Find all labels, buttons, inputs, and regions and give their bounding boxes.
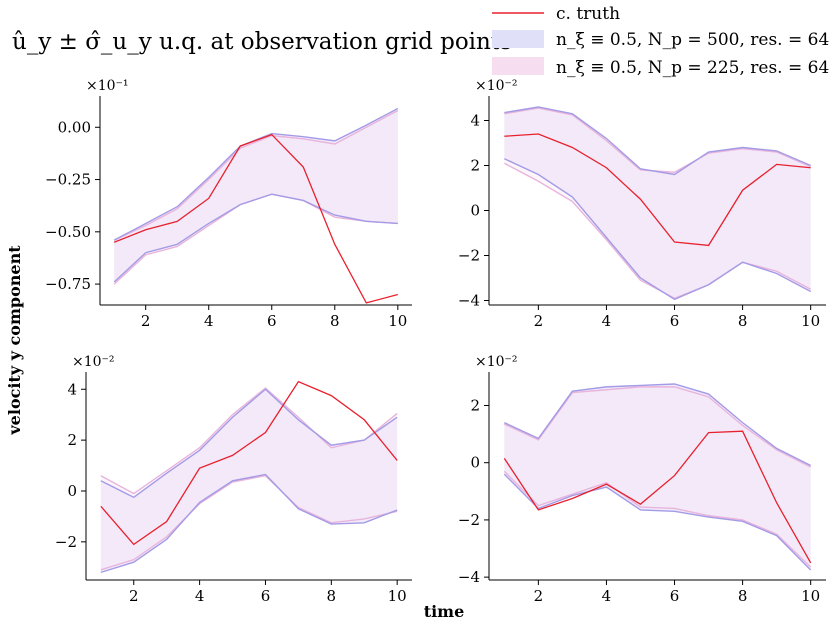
x-tick-label: 4: [204, 312, 214, 330]
x-tick-label: 10: [801, 312, 820, 330]
y-tick-label: 2: [470, 157, 480, 175]
band-np225: [100, 387, 398, 570]
x-tick-label: 4: [602, 587, 612, 605]
x-tick-label: 6: [670, 312, 680, 330]
line-np500-lower: [504, 158, 812, 301]
legend-label-truth: c. truth: [556, 4, 620, 24]
x-tick-label: 10: [801, 587, 820, 605]
x-tick-label: 10: [388, 587, 407, 605]
x-tick-label: 8: [327, 587, 337, 605]
y-tick-label: −2: [55, 533, 77, 551]
band-np500: [504, 384, 811, 570]
x-tick-label: 2: [129, 587, 139, 605]
y-tick-label: −2: [458, 511, 480, 529]
x-tick-label: 6: [261, 587, 271, 605]
line-np500-upper: [504, 106, 811, 176]
y-tick-label: 0: [67, 482, 77, 500]
line-np225-lower: [503, 470, 812, 568]
panel-top-right: 4 2 0 −2 −4 2 4 6 8 10 ×10⁻²: [458, 78, 826, 330]
panel-top-left: 0.00 −0.25 −0.50 −0.75 2 4 6 8 10 ×10⁻¹: [45, 78, 412, 330]
x-tick-label: 8: [738, 587, 748, 605]
x-tick-label: 8: [738, 312, 748, 330]
axis-scale-label: ×10⁻²: [475, 354, 518, 370]
line-np500-upper: [100, 388, 398, 499]
x-tick-label: 8: [330, 312, 340, 330]
panel-bottom-right: 2 0 −2 −4 2 4 6 8 10 ×10⁻²: [458, 354, 826, 605]
line-np500-lower: [100, 473, 398, 574]
band-np500: [100, 389, 398, 573]
line-truth: [504, 133, 811, 247]
line-truth: [113, 133, 398, 304]
line-np225-upper: [113, 109, 399, 241]
y-tick-label: −2: [458, 247, 480, 265]
axis-scale-label: ×10⁻²: [72, 354, 115, 370]
line-np225-lower: [100, 474, 398, 571]
x-tick-label: 2: [534, 587, 544, 605]
legend-label-np500: n_ξ ≡ 0.5, N_p = 500, res. = 64: [556, 30, 829, 50]
band-np500: [504, 107, 811, 300]
line-np500-lower: [113, 193, 398, 283]
legend-label-np225: n_ξ ≡ 0.5, N_p = 225, res. = 64: [556, 58, 829, 78]
band-np225: [114, 110, 398, 285]
legend: c. truth n_ξ ≡ 0.5, N_p = 500, res. = 64…: [492, 4, 829, 78]
y-axis-label: velocity y component: [5, 245, 24, 436]
line-truth: [503, 430, 812, 564]
x-axis-label: time: [424, 602, 465, 621]
axis-scale-label: ×10⁻²: [475, 78, 518, 94]
x-tick-label: 4: [195, 587, 205, 605]
line-np500-upper: [504, 383, 811, 467]
y-tick-label: −4: [458, 292, 480, 310]
line-np225-upper: [100, 387, 398, 495]
y-tick-label: 4: [470, 112, 480, 130]
y-tick-label: −0.75: [45, 275, 91, 293]
x-tick-label: 2: [534, 312, 544, 330]
x-tick-label: 4: [602, 312, 612, 330]
legend-np225-swatch: [492, 57, 544, 75]
y-tick-label: 2: [470, 396, 480, 414]
y-tick-label: −0.50: [45, 223, 91, 241]
y-tick-label: 0: [470, 454, 480, 472]
line-np500-lower: [503, 473, 812, 571]
y-tick-label: 4: [67, 380, 77, 398]
y-tick-label: 0: [470, 202, 480, 220]
x-tick-label: 10: [388, 312, 407, 330]
x-tick-label: 6: [670, 587, 680, 605]
band-np225: [504, 108, 811, 299]
y-tick-label: 2: [67, 431, 77, 449]
x-tick-label: 6: [267, 312, 277, 330]
y-tick-label: −4: [458, 568, 480, 586]
panel-bottom-left: 4 2 0 −2 2 4 6 8 10 ×10⁻²: [55, 354, 412, 605]
legend-np500-swatch: [492, 30, 544, 48]
line-np225-upper: [504, 386, 811, 468]
y-tick-label: 0.00: [58, 118, 91, 136]
axis-scale-label: ×10⁻¹: [86, 78, 129, 94]
line-truth: [100, 380, 398, 546]
y-tick-label: −0.25: [45, 171, 91, 189]
x-tick-label: 2: [141, 312, 151, 330]
figure-title: û_y ± σ̂_u_y u.q. at observation grid po…: [12, 29, 512, 55]
